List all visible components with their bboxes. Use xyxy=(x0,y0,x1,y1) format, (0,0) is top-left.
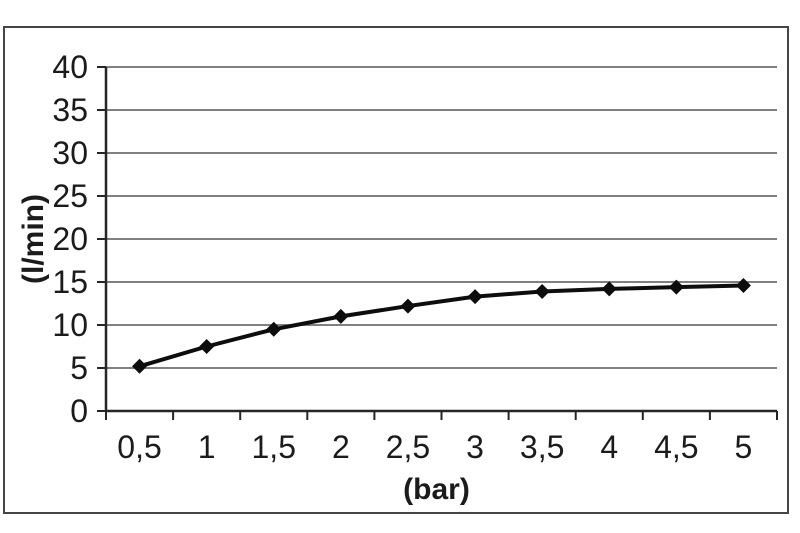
y-tick-label: 15 xyxy=(52,264,88,300)
y-axis-title: (l/min) xyxy=(17,194,50,284)
x-tick-label: 0,5 xyxy=(117,429,161,465)
x-tick-label: 5 xyxy=(735,429,753,465)
data-point-marker xyxy=(400,298,416,314)
x-tick-label: 2 xyxy=(332,429,350,465)
data-point-marker xyxy=(199,339,215,354)
data-point-marker xyxy=(735,277,751,293)
y-tick-label: 10 xyxy=(52,307,88,343)
y-tick-label: 0 xyxy=(70,393,88,429)
data-point-marker xyxy=(534,283,550,299)
y-tick-label: 25 xyxy=(52,178,88,214)
x-tick-label: 1 xyxy=(198,429,216,465)
x-tick-label: 4,5 xyxy=(654,429,698,465)
x-tick-label: 3,5 xyxy=(520,429,564,465)
chart-border xyxy=(3,26,789,514)
y-tick-label: 5 xyxy=(70,350,88,386)
y-tick-label: 20 xyxy=(52,221,88,257)
series-line xyxy=(137,283,746,369)
data-point-marker xyxy=(668,279,684,295)
x-tick-label: 2,5 xyxy=(386,429,430,465)
data-point-marker xyxy=(266,321,282,337)
x-axis-title: (bar) xyxy=(403,473,470,506)
y-tick-label: 30 xyxy=(52,135,88,171)
data-point-marker xyxy=(333,308,349,324)
x-tick-label: 4 xyxy=(600,429,618,465)
data-point-marker xyxy=(601,281,617,297)
x-tick-label: 3 xyxy=(466,429,484,465)
y-tick-label: 35 xyxy=(52,92,88,128)
x-tick-label: 1,5 xyxy=(252,429,296,465)
data-point-marker xyxy=(467,289,483,305)
y-tick-label: 40 xyxy=(52,49,88,85)
data-point-marker xyxy=(132,358,148,374)
